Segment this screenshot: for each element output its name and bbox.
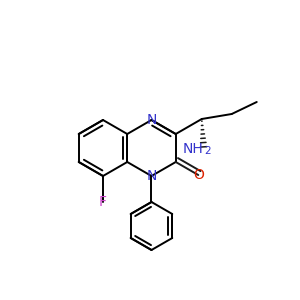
Text: 2: 2 [205,146,212,156]
Text: N: N [146,169,157,183]
Text: F: F [99,195,107,209]
Text: N: N [146,113,157,127]
Text: NH: NH [183,142,204,156]
Text: O: O [193,168,204,182]
